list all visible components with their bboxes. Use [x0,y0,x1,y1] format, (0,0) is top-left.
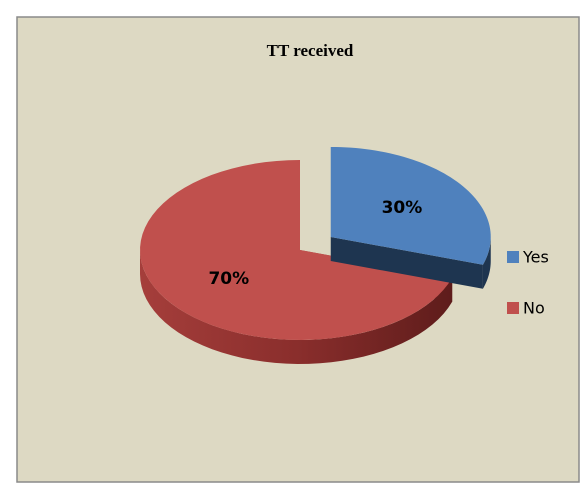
pie-slice [140,160,453,340]
legend-label: Yes [522,248,549,267]
legend-label: No [523,299,545,318]
chart-title: TT received [267,41,354,60]
legend-swatch [507,302,519,314]
data-label: 70% [208,269,249,289]
data-label: 30% [382,198,423,218]
legend-swatch [507,251,519,263]
pie-slice-cut [330,236,483,289]
pie-slice-side [140,250,453,364]
pie-slice [330,146,491,265]
pie-slice-side [482,236,491,289]
